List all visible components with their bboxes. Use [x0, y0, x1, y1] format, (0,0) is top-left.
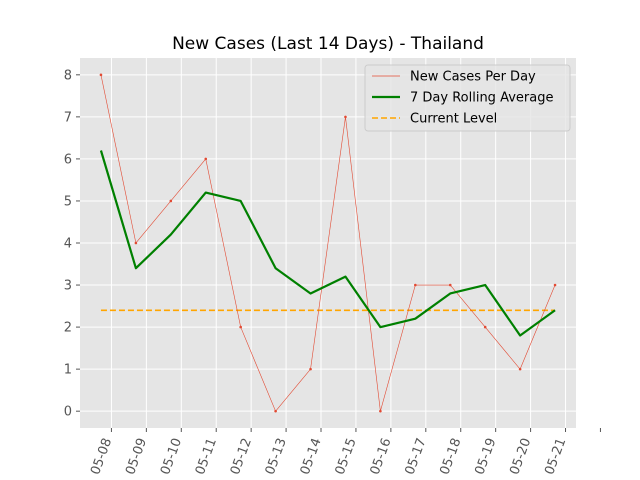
new-cases-point [134, 241, 138, 245]
y-tick-label: 5 [64, 194, 72, 209]
new-cases-point [483, 325, 487, 329]
series-new-cases-line [100, 74, 556, 412]
y-tick-label: 8 [64, 68, 72, 83]
new-cases-point [309, 367, 312, 371]
x-axis: 05-08 05-09 05-10 05-11 05-12 05-13 05-14 05-15… [88, 428, 601, 477]
series-rolling-average-line [99, 150, 556, 337]
x-tick-label: 05-17 [403, 436, 430, 477]
legend-item-rolling-average-label: 7 Day Rolling Average [410, 91, 553, 106]
series-group [99, 73, 557, 413]
x-tick-label: 05-18 [437, 436, 464, 477]
new-cases-point [448, 283, 452, 287]
y-tick-label: 3 [64, 279, 72, 294]
new-cases-point [553, 283, 557, 287]
new-cases-point [379, 409, 382, 413]
new-cases-point [274, 409, 277, 413]
new-cases-point [239, 325, 242, 329]
new-cases-point [518, 367, 522, 371]
x-tick-label: 05-14 [298, 436, 325, 477]
new-cases-point [414, 283, 417, 287]
x-tick-label: 05-08 [88, 436, 115, 477]
x-tick-label: 05-19 [472, 436, 499, 477]
legend-item-current-level-label: Current Level [410, 112, 497, 127]
y-tick-label: 0 [64, 405, 72, 420]
x-tick-label: 05-12 [228, 436, 255, 477]
y-axis: 0 1 2 3 4 5 6 7 8 [64, 68, 80, 420]
x-tick-label: 05-13 [263, 436, 290, 477]
x-tick-label: 05-20 [507, 436, 534, 477]
x-tick-label: 05-15 [333, 436, 360, 477]
chart-title: New Cases (Last 14 Days) - Thailand [172, 34, 484, 54]
y-tick-label: 6 [64, 152, 72, 167]
new-cases-point [169, 199, 173, 203]
x-tick-label: 05-09 [123, 436, 150, 477]
legend-item-new-cases-label: New Cases Per Day [410, 70, 536, 85]
x-tick-label: 05-11 [193, 436, 220, 477]
x-tick-label: 05-16 [368, 436, 395, 477]
new-cases-point [204, 157, 208, 161]
y-tick-label: 2 [64, 321, 72, 336]
y-tick-label: 1 [64, 363, 72, 378]
x-tick-label: 05-21 [542, 436, 569, 477]
grid [80, 58, 601, 428]
new-cases-point [344, 115, 347, 119]
legend: New Cases Per Day 7 Day Rolling Average Cu… [364, 64, 571, 132]
new-cases-point [99, 73, 103, 77]
x-tick-label: 05-10 [158, 436, 185, 477]
y-tick-label: 4 [64, 237, 72, 252]
y-tick-label: 7 [64, 110, 72, 125]
legend-box [364, 64, 571, 132]
